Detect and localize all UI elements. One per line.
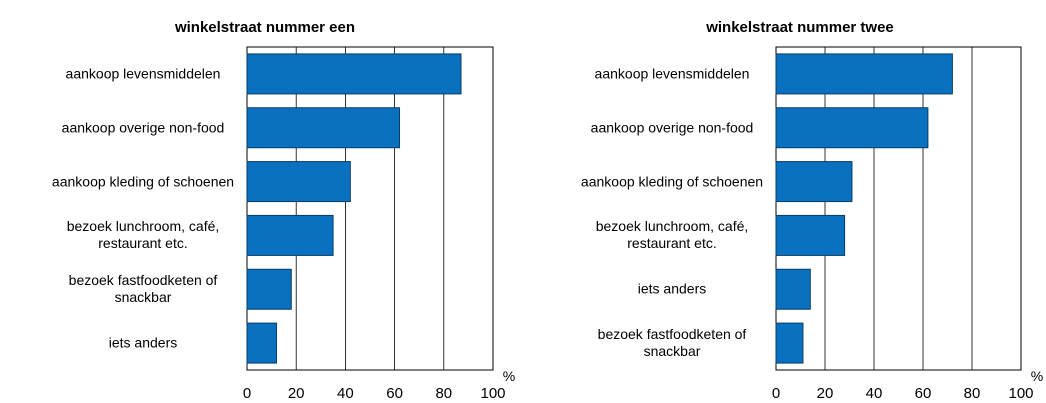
bar (246, 214, 334, 256)
x-tick-label: 80 (435, 385, 452, 402)
x-tick-label: 100 (1008, 385, 1033, 402)
chart-title: winkelstraat nummer een (174, 19, 355, 36)
x-tick-label: 80 (964, 385, 981, 402)
y-tick-label: iets anders (637, 280, 707, 297)
x-tick-label: 0 (243, 385, 251, 402)
x-tick-label: 100 (480, 385, 505, 402)
x-tick-label: 60 (915, 385, 932, 402)
y-tick-label: bezoek lunchroom, café, restaurant etc. (66, 218, 220, 252)
x-tick-label: 20 (817, 385, 834, 402)
x-tick-label: 20 (288, 385, 305, 402)
y-tick-label: bezoek lunchroom, café, restaurant etc. (595, 218, 749, 252)
y-tick-label: aankoop kleding of schoenen (51, 173, 235, 190)
y-tick-label: bezoek fastfoodketen of snackbar (68, 272, 218, 306)
bar (246, 107, 401, 149)
x-axis-label: % (503, 368, 515, 384)
bar (775, 214, 846, 256)
y-tick-label: iets anders (108, 334, 178, 351)
y-tick-label: aankoop overige non-food (61, 119, 225, 136)
x-tick-label: 0 (772, 385, 780, 402)
x-tick-label: 40 (866, 385, 883, 402)
bar (775, 53, 953, 95)
bar (775, 107, 929, 149)
bar (775, 268, 811, 310)
x-axis-label: % (1031, 368, 1043, 384)
y-tick-label: aankoop overige non-food (590, 119, 754, 136)
plot-frame (775, 46, 1022, 371)
bar (775, 322, 804, 364)
y-tick-label: aankoop levensmiddelen (65, 65, 221, 82)
bar (246, 322, 278, 364)
chart-title: winkelstraat nummer twee (705, 19, 894, 36)
bar (246, 53, 462, 95)
x-tick-label: 60 (386, 385, 403, 402)
bar (246, 268, 292, 310)
plot-frame (246, 46, 494, 371)
bar (775, 161, 853, 203)
bar (246, 161, 351, 203)
y-tick-label: aankoop levensmiddelen (594, 65, 750, 82)
x-tick-label: 40 (337, 385, 354, 402)
y-tick-label: bezoek fastfoodketen of snackbar (597, 326, 747, 360)
y-tick-label: aankoop kleding of schoenen (580, 173, 764, 190)
